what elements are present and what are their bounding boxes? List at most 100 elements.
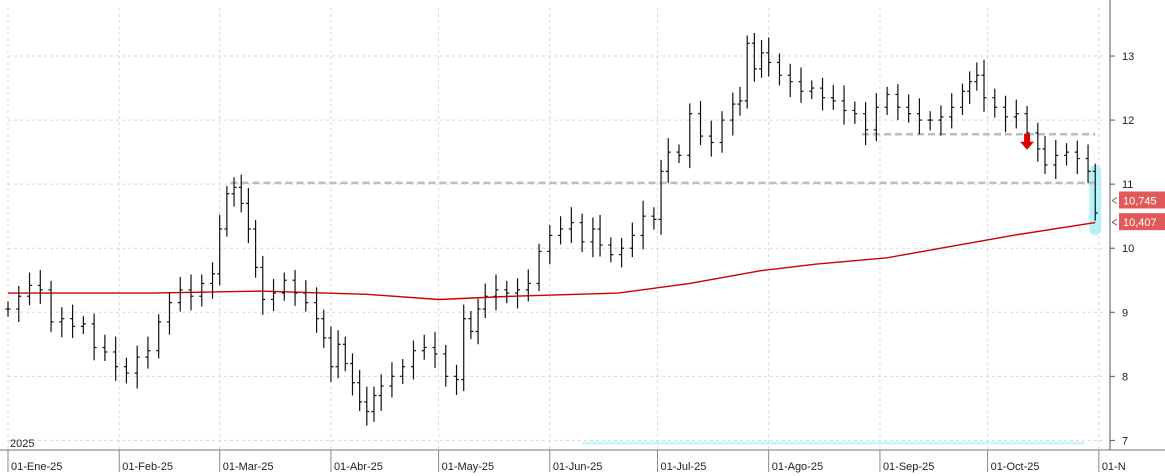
ohlc-bar xyxy=(468,310,474,340)
y-tick-label: 13 xyxy=(1122,51,1134,63)
ohlc-bar xyxy=(335,330,341,379)
ohlc-bar xyxy=(608,237,614,263)
ohlc-bar xyxy=(787,63,793,98)
ohlc-bar xyxy=(579,213,585,253)
ohlc-bar xyxy=(454,364,460,395)
ohlc-bar xyxy=(1035,122,1041,162)
ohlc-bar xyxy=(321,309,327,349)
ohlc-bar xyxy=(927,111,933,131)
annotations: 10,745 10,407 xyxy=(1020,133,1165,231)
ohlc-bar xyxy=(841,85,847,125)
ohlc-bar xyxy=(863,102,869,146)
x-tick-label: 01-Feb-25 xyxy=(122,461,173,473)
ohlc-bar xyxy=(461,304,467,392)
level-lines xyxy=(230,132,1096,185)
y-tick-label: 8 xyxy=(1122,371,1128,383)
ohlc-bar xyxy=(1003,95,1009,133)
ohlc-bar xyxy=(260,255,266,315)
ohlc-bar xyxy=(113,336,119,381)
ohlc-bar xyxy=(981,59,987,112)
ohlc-bar xyxy=(475,298,481,345)
ohlc-bar xyxy=(820,77,826,111)
ohlc-bar xyxy=(687,103,693,169)
y-tick-label: 11 xyxy=(1122,179,1133,191)
ohlc-bar xyxy=(357,369,363,411)
ohlc-bar xyxy=(938,105,944,136)
ohlc-bar xyxy=(730,92,736,136)
price-tag-box xyxy=(1119,191,1165,209)
ohlc-bar xyxy=(238,174,244,213)
ohlc-bar xyxy=(830,84,836,110)
ohlc-bar xyxy=(751,32,757,82)
y-tick-label: 10 xyxy=(1122,243,1134,255)
ohlc-bar xyxy=(364,386,370,426)
ohlc-bar xyxy=(271,278,277,311)
x-tick-label: 01-Mar-25 xyxy=(223,461,274,473)
x-tick-label: 01-N xyxy=(1102,461,1126,473)
ohlc-bar xyxy=(658,159,664,235)
ohlc-bar xyxy=(1074,140,1080,174)
ohlc-bar xyxy=(536,243,542,292)
ohlc-bar xyxy=(1085,144,1091,183)
x-tick-label: 01-Oct-25 xyxy=(991,461,1040,473)
ohlc-bar xyxy=(188,274,194,311)
ohlc-bar xyxy=(389,362,395,398)
x-tick-label: 01-Ene-25 xyxy=(11,461,62,473)
x-tick-label: 01-Sep-25 xyxy=(883,461,934,473)
y-tick-label: 9 xyxy=(1122,307,1128,319)
ohlc-bar xyxy=(217,214,223,286)
ohlc-bar xyxy=(224,186,230,237)
ohlc-bar xyxy=(342,336,348,372)
ohlc-bar xyxy=(314,287,320,333)
ohlc-bar xyxy=(5,301,11,317)
ohlc-bar xyxy=(949,93,955,129)
ohlc-bar xyxy=(166,292,172,335)
ohlc-bar xyxy=(145,336,151,369)
ohlc-bar xyxy=(515,278,521,309)
ohlc-bar xyxy=(231,177,237,207)
y-tick-label: 7 xyxy=(1122,435,1128,447)
price-tag-pointer-icon xyxy=(1111,197,1118,204)
ohlc-bar xyxy=(558,216,564,245)
ohlc-bar xyxy=(676,144,682,164)
ohlc-bar xyxy=(744,35,750,109)
ohlc-bar xyxy=(328,326,334,383)
ohlc-bar xyxy=(967,71,973,105)
ohlc-bar xyxy=(737,86,743,116)
moving-average-layer xyxy=(8,221,1096,301)
ohlc-bar xyxy=(410,340,416,380)
ohlc-bars xyxy=(5,32,1098,426)
ohlc-bar xyxy=(1064,143,1070,166)
ohlc-bar xyxy=(210,262,216,299)
ohlc-bar xyxy=(1042,136,1048,174)
ohlc-bar xyxy=(809,80,815,99)
ohlc-bar xyxy=(37,269,43,304)
ohlc-bar xyxy=(303,280,309,312)
ohlc-bar xyxy=(349,353,355,396)
ohlc-bar xyxy=(568,207,574,244)
ohlc-bar xyxy=(525,269,531,302)
ohlc-bar xyxy=(80,316,86,335)
ohlc-bar xyxy=(708,120,714,157)
ohlc-bar xyxy=(48,280,54,333)
x-tick-label: 01-May-25 xyxy=(442,461,495,473)
ohlc-bar xyxy=(102,334,108,361)
price-tag-label: 10,745 xyxy=(1123,195,1157,207)
ohlc-bar xyxy=(199,274,205,307)
ohlc-bar xyxy=(91,313,97,361)
ohlc-bar xyxy=(134,345,140,389)
ohlc-bar xyxy=(597,214,603,257)
ohlc-bar xyxy=(156,314,162,359)
ohlc-bar xyxy=(651,207,657,230)
down-arrow-icon xyxy=(1020,133,1035,150)
ohlc-bar xyxy=(123,357,129,384)
ohlc-bar xyxy=(504,280,510,304)
ohlc-bar xyxy=(59,307,65,338)
ohlc-bar xyxy=(281,272,287,301)
ohlc-bar xyxy=(959,83,965,115)
highlight-layer xyxy=(582,164,1102,445)
ohlc-bar xyxy=(884,86,890,115)
ohlc-bar xyxy=(906,94,912,123)
